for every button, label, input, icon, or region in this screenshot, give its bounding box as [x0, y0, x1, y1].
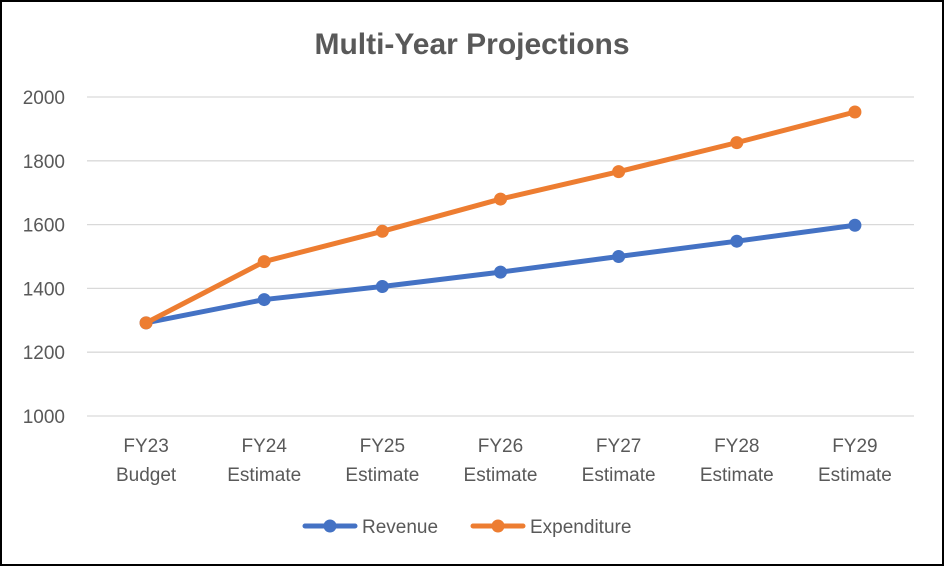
y-tick-label: 2000 — [23, 88, 65, 109]
x-tick-label: Estimate — [345, 465, 419, 486]
x-tick-label: Estimate — [582, 465, 656, 486]
data-point — [494, 192, 507, 206]
chart-title: Multi-Year Projections — [314, 28, 629, 61]
legend-label: Revenue — [362, 517, 438, 538]
x-tick-label: Estimate — [818, 465, 892, 486]
series-expenditure — [139, 105, 862, 330]
data-point — [375, 224, 389, 238]
x-tick-label: Estimate — [464, 465, 538, 486]
data-point — [848, 218, 862, 232]
x-tick-label: Budget — [116, 465, 177, 486]
series-revenue — [139, 218, 862, 330]
x-tick-label: Estimate — [700, 465, 774, 486]
y-tick-label: 1600 — [23, 216, 65, 237]
legend-label: Expenditure — [530, 517, 631, 538]
data-point — [730, 234, 744, 248]
y-tick-label: 1200 — [23, 343, 65, 364]
data-point — [730, 136, 744, 150]
series-line — [143, 109, 858, 326]
gridlines — [87, 96, 914, 417]
legend-swatch-marker — [323, 519, 337, 533]
data-point — [375, 279, 389, 293]
data-point — [612, 250, 626, 263]
data-point — [257, 293, 271, 307]
x-tick-label: FY27 — [596, 436, 641, 457]
legend-swatch-marker — [491, 519, 505, 533]
legend-item: Revenue — [302, 517, 438, 538]
y-tick-label: 1400 — [23, 279, 65, 300]
x-tick-label: FY25 — [360, 436, 405, 457]
data-point — [612, 165, 626, 179]
x-axis-ticks: FY23 Budget FY24 Estimate FY25 Estimate FY26 Es… — [116, 436, 892, 486]
x-tick-label: FY26 — [478, 436, 523, 457]
legend-item: Expenditure — [470, 517, 631, 538]
x-tick-label: Estimate — [227, 465, 301, 486]
x-tick-label: FY28 — [714, 436, 759, 457]
y-tick-label: 1000 — [23, 407, 65, 428]
x-tick-label: FY29 — [832, 436, 877, 457]
x-tick-label: FY23 — [123, 436, 168, 457]
data-point — [848, 105, 862, 119]
series-lines — [139, 105, 862, 330]
data-point — [257, 255, 271, 269]
x-tick-label: FY24 — [242, 436, 288, 457]
y-tick-label: 1800 — [23, 152, 65, 173]
y-axis-ticks: 1000 1200 1400 1600 1800 2000 — [23, 88, 65, 428]
legend: Revenue Expenditure — [302, 517, 631, 538]
data-point — [139, 316, 153, 330]
data-point — [494, 265, 507, 279]
